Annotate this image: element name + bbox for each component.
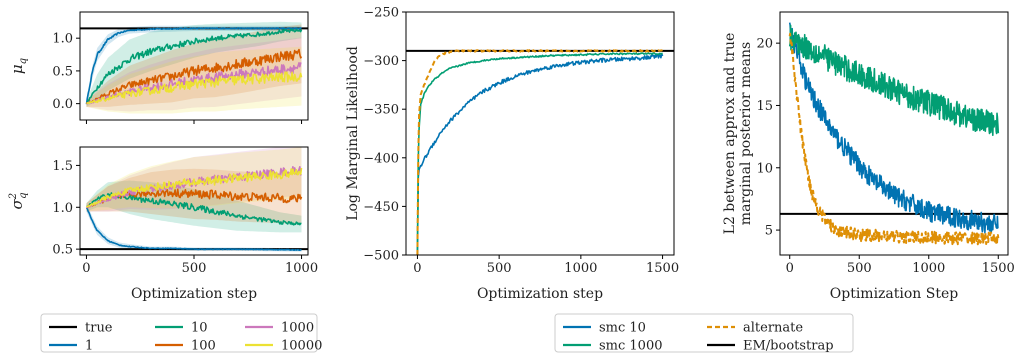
- legend-label: 1: [85, 339, 93, 354]
- series-line-smc-1000: [788, 24, 1000, 136]
- plot-area: [406, 49, 674, 255]
- series-line-100: [85, 48, 303, 105]
- y-tick-label: 5: [765, 224, 773, 239]
- axes-frame: [405, 11, 675, 256]
- x-axis-label: Optimization step: [131, 286, 257, 302]
- legend-right: smc 10 smc 1000 alternate EM/bootstrap: [554, 313, 854, 354]
- series-line-10000: [85, 167, 303, 208]
- y-tick-label: 10: [756, 161, 773, 176]
- legend-label: EM/bootstrap: [743, 339, 834, 354]
- legend-label: true: [85, 321, 113, 336]
- x-tick-label: 0: [786, 261, 794, 276]
- legend-label: alternate: [743, 321, 803, 336]
- y-axis-label-line2: marginal posterior means: [738, 42, 754, 225]
- x-tick-label: 500: [182, 261, 207, 276]
- x-tick-label: 1000: [912, 261, 945, 276]
- x-tick-label: 0: [82, 261, 90, 276]
- series-line-10: [86, 28, 303, 104]
- x-tick-label: 1500: [982, 261, 1015, 276]
- plot-area: [80, 21, 308, 114]
- axes-frame: [779, 11, 1009, 256]
- x-tick-label: 1000: [564, 261, 597, 276]
- y-tick-label: −450: [363, 200, 399, 215]
- y-tick-label: 0.0: [52, 97, 73, 112]
- series-line-smc-10: [416, 53, 664, 255]
- x-axis-label: Optimization step: [477, 286, 603, 302]
- x-tick-label: 500: [487, 261, 512, 276]
- legend-label: 100: [191, 339, 216, 354]
- x-axis-label: Optimization Step: [830, 286, 959, 302]
- y-tick-label: 0.5: [52, 64, 73, 79]
- y-axis-label: σ2q: [8, 192, 29, 209]
- chart-panel-sigma2_q: 0 500 1000 0.5 1.0 1.5 Optimization step σ2q: [8, 146, 318, 302]
- y-tick-label: −400: [363, 151, 399, 166]
- series-line-1: [85, 27, 302, 105]
- x-tick-label: 500: [847, 261, 872, 276]
- y-axis-label: L2 between approx and true: [722, 33, 738, 235]
- chart-panel-mu_q: 0.0 0.5 1.0 μq: [8, 11, 309, 124]
- y-tick-label: 0.5: [52, 243, 73, 258]
- series-band-10: [86, 21, 302, 107]
- legend-left: true 1 10 100 1000 10000: [40, 313, 322, 354]
- series-line-10000: [86, 71, 303, 105]
- chart-panel-log_marginal_likelihood: 0 500 1000 1500 −500 −450 −400 −350 −300 −250 Opti…: [345, 6, 679, 303]
- x-tick-label: 1000: [285, 261, 318, 276]
- y-tick-label: 1.5: [52, 159, 73, 174]
- legend-label: smc 10: [599, 321, 646, 336]
- legend-label: 10000: [281, 339, 322, 354]
- series-line-1: [85, 207, 302, 251]
- legend-label: smc 1000: [599, 339, 663, 354]
- y-axis-label: Log Marginal Likelihood: [345, 46, 361, 221]
- chart-panel-l2_error: 0 500 1000 1500 5 10 15 20 Optimization Step L2 b…: [722, 11, 1015, 302]
- series-line-smc-1000: [416, 52, 663, 255]
- legend-frame: [40, 313, 318, 353]
- series-line-alternate: [416, 49, 664, 255]
- series-line-smc-10: [788, 22, 999, 234]
- y-tick-label: 20: [756, 37, 773, 52]
- y-tick-label: −300: [363, 54, 399, 69]
- legend-label: 10: [191, 321, 208, 336]
- y-tick-label: 15: [756, 99, 773, 114]
- y-axis-label: μq: [8, 58, 29, 74]
- plot-area: [80, 147, 308, 252]
- legend-frame: [554, 313, 854, 353]
- series-line-alternate: [788, 32, 1000, 246]
- series-band-100: [86, 168, 302, 224]
- y-tick-label: −350: [363, 103, 399, 118]
- x-tick-label: 0: [413, 261, 421, 276]
- x-tick-label: 1500: [646, 261, 679, 276]
- y-tick-label: 1.0: [52, 201, 73, 216]
- legend-label: 1000: [281, 321, 314, 336]
- plot-area: [780, 22, 1008, 246]
- y-tick-label: −500: [363, 249, 399, 264]
- y-tick-label: 1.0: [52, 32, 73, 47]
- y-tick-label: −250: [363, 6, 399, 21]
